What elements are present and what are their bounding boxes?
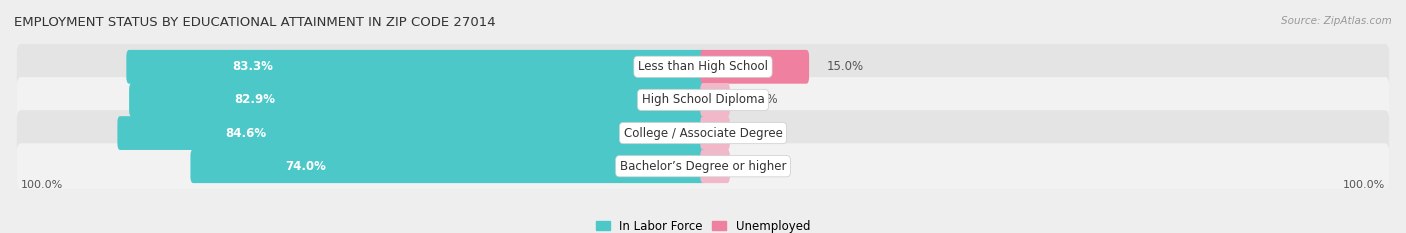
- Text: Less than High School: Less than High School: [638, 60, 768, 73]
- Text: EMPLOYMENT STATUS BY EDUCATIONAL ATTAINMENT IN ZIP CODE 27014: EMPLOYMENT STATUS BY EDUCATIONAL ATTAINM…: [14, 16, 496, 29]
- FancyBboxPatch shape: [700, 50, 808, 84]
- Legend: In Labor Force, Unemployed: In Labor Force, Unemployed: [591, 215, 815, 233]
- FancyBboxPatch shape: [17, 143, 1389, 189]
- Text: Source: ZipAtlas.com: Source: ZipAtlas.com: [1281, 16, 1392, 26]
- FancyBboxPatch shape: [118, 116, 706, 150]
- Text: 0.0%: 0.0%: [748, 93, 778, 106]
- FancyBboxPatch shape: [17, 110, 1389, 156]
- Text: Bachelor’s Degree or higher: Bachelor’s Degree or higher: [620, 160, 786, 173]
- Text: 100.0%: 100.0%: [1343, 180, 1385, 190]
- Text: 83.3%: 83.3%: [232, 60, 273, 73]
- Text: 0.0%: 0.0%: [748, 127, 778, 140]
- Text: 82.9%: 82.9%: [235, 93, 276, 106]
- FancyBboxPatch shape: [129, 83, 706, 117]
- FancyBboxPatch shape: [17, 44, 1389, 90]
- FancyBboxPatch shape: [700, 116, 730, 150]
- FancyBboxPatch shape: [17, 77, 1389, 123]
- Text: High School Diploma: High School Diploma: [641, 93, 765, 106]
- Text: 0.0%: 0.0%: [748, 160, 778, 173]
- Text: College / Associate Degree: College / Associate Degree: [624, 127, 782, 140]
- FancyBboxPatch shape: [700, 149, 730, 183]
- FancyBboxPatch shape: [190, 149, 706, 183]
- Text: 100.0%: 100.0%: [21, 180, 63, 190]
- Text: 74.0%: 74.0%: [285, 160, 326, 173]
- FancyBboxPatch shape: [700, 83, 730, 117]
- Text: 15.0%: 15.0%: [827, 60, 865, 73]
- FancyBboxPatch shape: [127, 50, 706, 84]
- Text: 84.6%: 84.6%: [225, 127, 266, 140]
